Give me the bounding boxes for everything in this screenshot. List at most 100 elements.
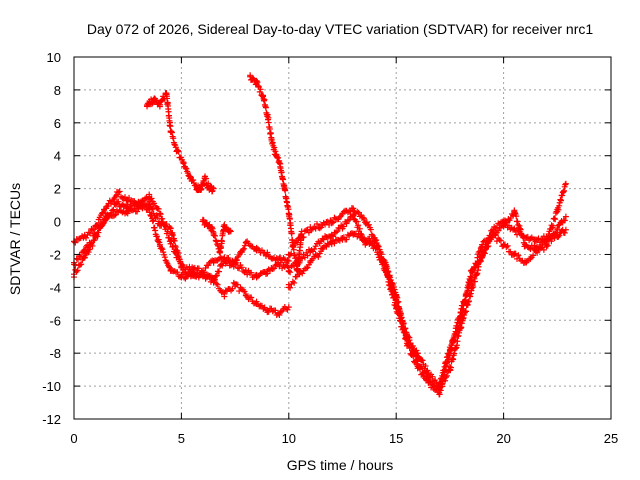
trace-marker <box>248 269 255 276</box>
trace-marker <box>497 237 504 244</box>
trace-marker <box>195 265 202 272</box>
data-point <box>425 369 432 376</box>
data-point <box>285 284 292 291</box>
data-point <box>562 226 569 233</box>
data-point <box>562 180 569 187</box>
trace-marker <box>289 243 296 250</box>
data-point <box>221 254 228 261</box>
trace-marker <box>284 306 291 313</box>
data-point <box>328 238 335 245</box>
trace-marker <box>89 227 96 234</box>
trace-marker <box>216 248 223 255</box>
trace-marker <box>544 235 551 242</box>
trace-marker <box>218 244 225 251</box>
trace-marker <box>195 274 202 281</box>
data-point <box>285 251 292 258</box>
data-point <box>307 226 314 233</box>
data-point <box>242 239 249 246</box>
trace-marker <box>530 252 537 259</box>
data-point <box>532 238 539 245</box>
data-point <box>232 259 239 266</box>
trace-marker <box>377 248 384 255</box>
trace-marker <box>552 216 559 223</box>
trace-marker <box>409 342 416 349</box>
trace-marker <box>272 262 279 269</box>
trace-marker <box>148 101 155 108</box>
data-point <box>285 258 292 265</box>
trace-marker <box>527 235 534 242</box>
data-point <box>479 241 486 248</box>
data-point <box>554 226 561 233</box>
chart-title: Day 072 of 2026, Sidereal Day-to-day VTE… <box>87 21 593 37</box>
trace-marker <box>168 129 175 136</box>
data-point <box>113 208 120 215</box>
data-point <box>156 243 163 250</box>
trace-marker <box>496 236 503 243</box>
data-point <box>500 241 507 248</box>
trace-marker <box>451 334 458 341</box>
data-point <box>500 223 507 230</box>
data-point <box>113 188 120 195</box>
trace-marker <box>183 273 190 280</box>
trace-marker <box>311 246 318 253</box>
data-point <box>186 175 193 182</box>
trace-marker <box>484 243 491 250</box>
trace-marker <box>119 195 126 202</box>
trace-marker <box>516 222 523 229</box>
grid <box>74 57 611 419</box>
trace-marker <box>413 347 420 354</box>
data-point <box>253 274 260 281</box>
data-point <box>414 363 421 370</box>
trace-marker <box>561 217 568 224</box>
trace-marker <box>155 205 162 212</box>
trace-marker <box>304 264 311 271</box>
y-tick-label: -10 <box>42 379 61 394</box>
x-tick-label: 10 <box>282 431 296 446</box>
trace-marker <box>315 253 322 260</box>
trace-marker <box>456 320 463 327</box>
trace-marker <box>238 264 245 271</box>
data-point <box>307 248 314 255</box>
data-point <box>296 271 303 278</box>
trace-marker <box>75 236 82 243</box>
trace-marker <box>507 248 514 255</box>
trace-marker <box>562 181 569 188</box>
trace-marker <box>515 252 522 259</box>
trace-marker <box>163 221 170 228</box>
data-point <box>360 215 367 222</box>
trace-marker <box>473 262 480 269</box>
data-point <box>272 152 279 159</box>
trace-marker <box>344 231 351 238</box>
data-point <box>217 248 224 255</box>
trace-marker <box>556 202 563 209</box>
trace-marker <box>78 261 85 268</box>
trace-marker <box>365 221 372 228</box>
trace-marker <box>215 268 222 275</box>
trace-marker <box>301 228 308 235</box>
data-point <box>275 256 282 263</box>
trace-marker <box>527 246 534 253</box>
trace-marker <box>305 229 312 236</box>
trace-marker <box>269 308 276 315</box>
data-point <box>360 238 367 245</box>
trace-marker <box>88 239 95 246</box>
trace-marker <box>122 194 129 201</box>
x-tick-label: 15 <box>389 431 403 446</box>
data-point <box>260 93 267 100</box>
trace-marker <box>179 271 186 278</box>
data-point <box>210 258 217 265</box>
trace-marker <box>332 229 339 236</box>
series-track-6 <box>199 216 234 256</box>
trace-marker <box>553 229 560 236</box>
trace-marker <box>193 273 200 280</box>
trace-marker <box>387 274 394 281</box>
trace-marker <box>432 377 439 384</box>
trace-marker <box>134 208 141 215</box>
trace-marker <box>402 325 409 332</box>
trace-marker <box>316 225 323 232</box>
data-point <box>227 228 234 235</box>
trace-marker <box>559 192 566 199</box>
data-point <box>436 391 443 398</box>
data-point <box>457 317 464 324</box>
trace-marker <box>110 206 117 213</box>
